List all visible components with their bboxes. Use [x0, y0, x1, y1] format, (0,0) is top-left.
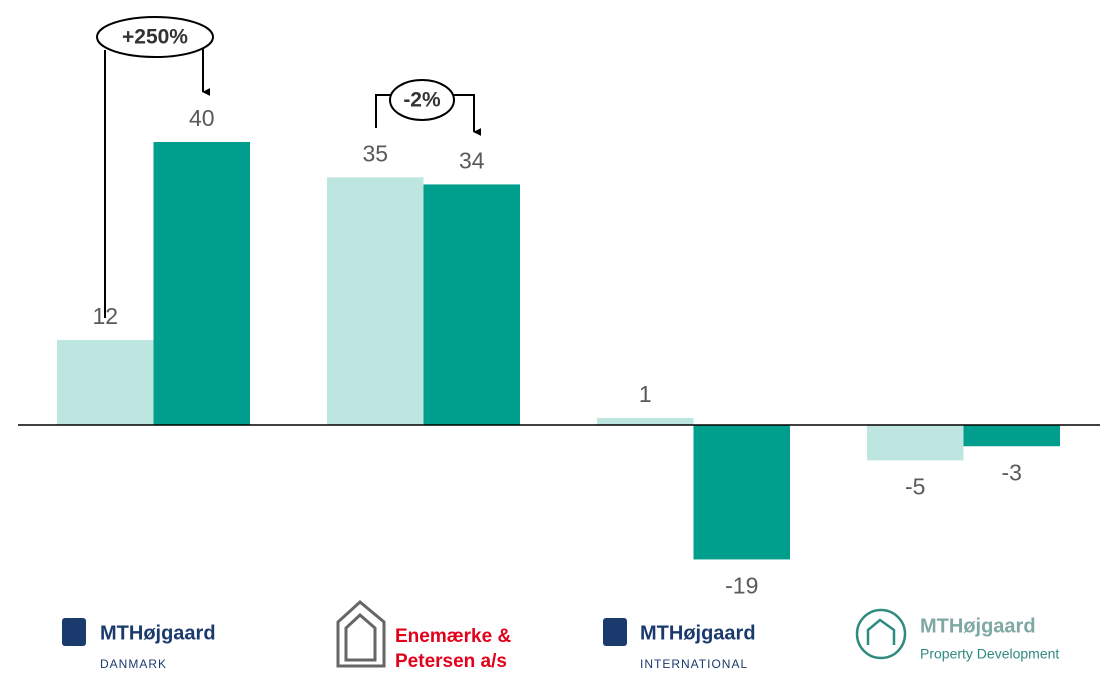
annotation-label: -2% — [403, 89, 441, 112]
category-label: INTERNATIONAL — [640, 657, 748, 671]
annotation-2: -2% — [375, 79, 482, 136]
value-label: -5 — [905, 473, 925, 499]
value-label: -19 — [725, 573, 758, 599]
annotation-250: +250% — [96, 16, 214, 318]
value-label: 1 — [639, 381, 652, 407]
category-label: Enemærke & — [395, 626, 511, 647]
bar — [693, 425, 790, 560]
value-label: -3 — [1002, 459, 1022, 485]
bar — [153, 141, 250, 426]
value-label: 34 — [459, 148, 485, 174]
bar — [597, 417, 694, 426]
category-label: MTHøjgaard — [640, 622, 756, 644]
value-label: 35 — [362, 140, 388, 166]
value-label: 40 — [189, 105, 215, 131]
category-label: Petersen a/s — [395, 651, 507, 672]
category-label: DANMARK — [100, 657, 167, 671]
logo-icon — [855, 608, 907, 660]
value-label: 12 — [92, 303, 118, 329]
category-label: MTHøjgaard — [920, 615, 1036, 637]
bar — [327, 177, 424, 426]
annotation-label: +250% — [122, 26, 188, 49]
bar — [963, 425, 1060, 447]
bar — [57, 340, 154, 426]
bar — [423, 184, 520, 426]
logo-icon — [62, 618, 627, 646]
category-label: Property Development — [920, 646, 1059, 662]
logo-icon — [336, 600, 386, 668]
bar — [867, 425, 964, 461]
category-label: MTHøjgaard — [100, 622, 216, 644]
